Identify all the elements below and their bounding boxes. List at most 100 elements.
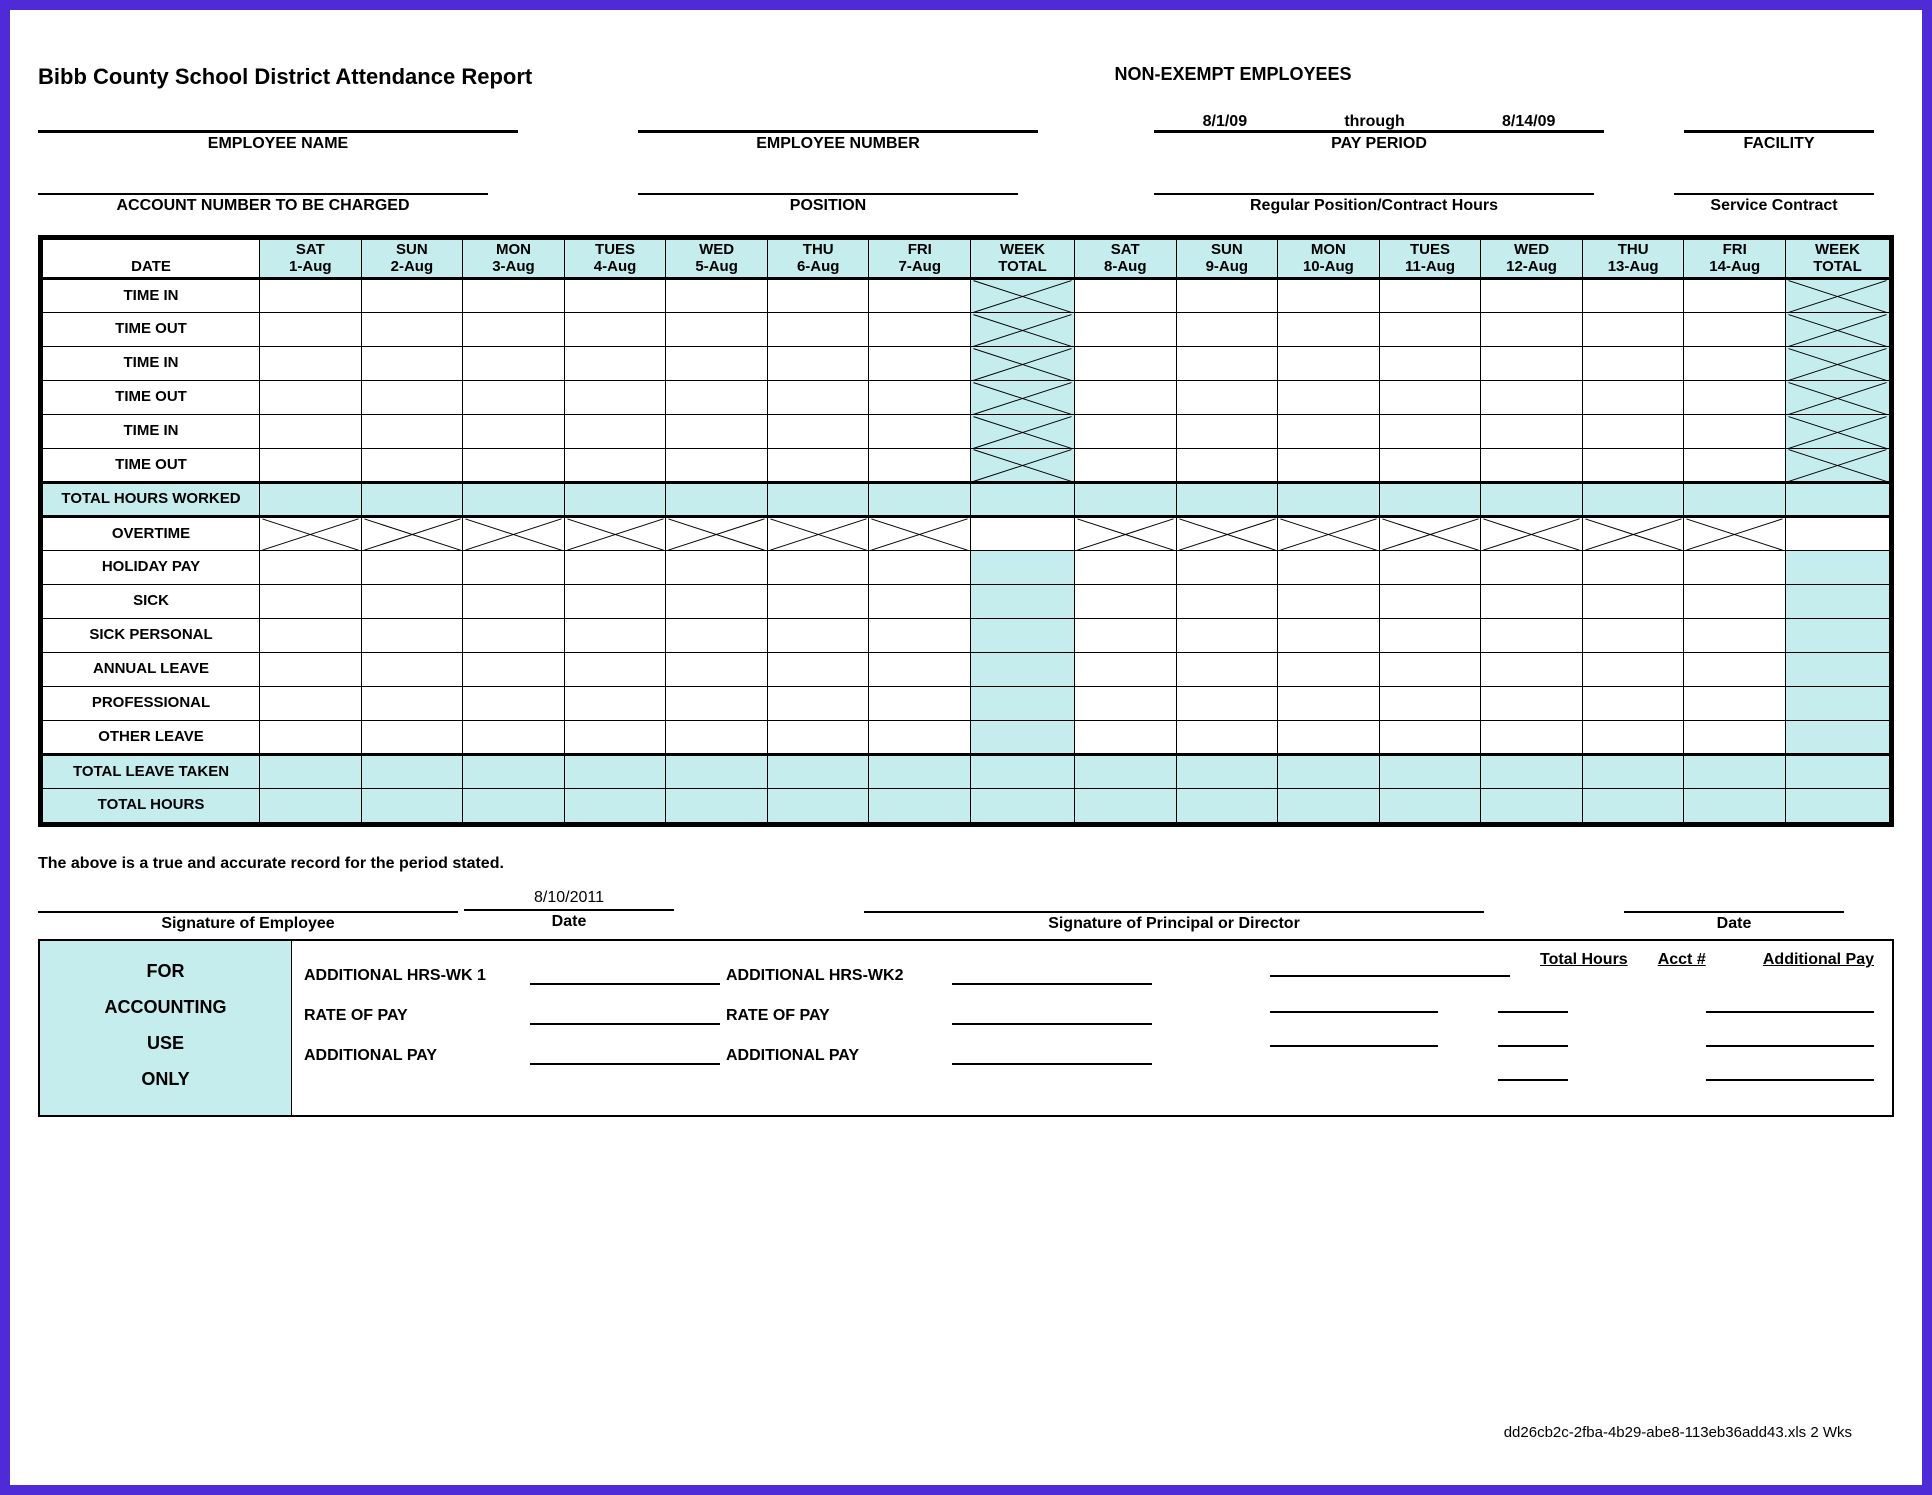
cell-day[interactable] — [1278, 415, 1380, 449]
line-r2c[interactable] — [1706, 987, 1874, 1013]
line-addpay-2[interactable] — [952, 1039, 1152, 1065]
cell-day[interactable] — [1278, 619, 1380, 653]
cell-day[interactable] — [463, 653, 565, 687]
cell-day[interactable] — [1684, 653, 1786, 687]
cell-day[interactable] — [564, 619, 666, 653]
cell-day[interactable] — [1074, 449, 1176, 483]
cell-day[interactable] — [767, 687, 869, 721]
cell-day[interactable] — [1176, 721, 1278, 755]
cell-day[interactable] — [666, 279, 768, 313]
cell-day[interactable] — [1481, 279, 1583, 313]
cell-day[interactable] — [1379, 653, 1481, 687]
cell-day[interactable] — [463, 619, 565, 653]
cell-day[interactable] — [1481, 721, 1583, 755]
cell-day[interactable] — [1074, 721, 1176, 755]
cell-day[interactable] — [361, 279, 463, 313]
cell-day[interactable] — [869, 721, 971, 755]
cell-day[interactable] — [361, 585, 463, 619]
cell-day[interactable] — [1582, 381, 1684, 415]
cell-day[interactable] — [767, 619, 869, 653]
cell-day[interactable] — [1582, 585, 1684, 619]
cell-day[interactable] — [869, 313, 971, 347]
line-r3b[interactable] — [1498, 1021, 1568, 1047]
cell-day[interactable] — [564, 449, 666, 483]
cell-day[interactable] — [1176, 279, 1278, 313]
cell-day[interactable] — [361, 449, 463, 483]
cell-day[interactable] — [1074, 313, 1176, 347]
cell-day[interactable] — [1481, 687, 1583, 721]
line-rate-1[interactable] — [530, 999, 720, 1025]
cell-day[interactable] — [1379, 551, 1481, 585]
cell-day[interactable] — [767, 721, 869, 755]
cell-day[interactable] — [564, 687, 666, 721]
cell-day[interactable] — [260, 347, 362, 381]
cell-day[interactable] — [1379, 415, 1481, 449]
cell-day[interactable] — [260, 517, 362, 551]
cell-day[interactable] — [1278, 449, 1380, 483]
cell-day[interactable] — [1379, 381, 1481, 415]
cell-day[interactable] — [564, 347, 666, 381]
cell-day[interactable] — [1176, 687, 1278, 721]
cell-day[interactable] — [1379, 449, 1481, 483]
cell-day[interactable] — [1074, 585, 1176, 619]
line-total-hours-top[interactable] — [1270, 951, 1510, 977]
cell-day[interactable] — [767, 653, 869, 687]
cell-day[interactable] — [564, 585, 666, 619]
cell-day[interactable] — [361, 313, 463, 347]
cell-day[interactable] — [361, 619, 463, 653]
cell-day[interactable] — [869, 653, 971, 687]
cell-day[interactable] — [463, 313, 565, 347]
cell-day[interactable] — [260, 653, 362, 687]
cell-day[interactable] — [564, 721, 666, 755]
cell-day[interactable] — [463, 347, 565, 381]
cell-day[interactable] — [1684, 687, 1786, 721]
cell-day[interactable] — [564, 551, 666, 585]
cell-day[interactable] — [463, 721, 565, 755]
cell-day[interactable] — [1582, 619, 1684, 653]
cell-day[interactable] — [666, 653, 768, 687]
cell-day[interactable] — [869, 619, 971, 653]
cell-day[interactable] — [869, 517, 971, 551]
cell-day[interactable] — [463, 415, 565, 449]
cell-day[interactable] — [1684, 279, 1786, 313]
cell-day[interactable] — [1379, 279, 1481, 313]
cell-day[interactable] — [1582, 313, 1684, 347]
cell-day[interactable] — [1684, 721, 1786, 755]
cell-day[interactable] — [1582, 415, 1684, 449]
cell-day[interactable] — [1684, 551, 1786, 585]
cell-day[interactable] — [564, 279, 666, 313]
cell-day[interactable] — [767, 381, 869, 415]
cell-day[interactable] — [463, 551, 565, 585]
cell-day[interactable] — [260, 381, 362, 415]
cell-day[interactable] — [260, 585, 362, 619]
cell-day[interactable] — [463, 279, 565, 313]
cell-day[interactable] — [1379, 347, 1481, 381]
cell-day[interactable] — [1582, 721, 1684, 755]
cell-day[interactable] — [463, 449, 565, 483]
cell-day[interactable] — [1074, 279, 1176, 313]
cell-day[interactable] — [1582, 347, 1684, 381]
cell-day[interactable] — [666, 415, 768, 449]
cell-day[interactable] — [361, 415, 463, 449]
cell-day[interactable] — [260, 313, 362, 347]
cell-day[interactable] — [666, 347, 768, 381]
cell-day[interactable] — [260, 551, 362, 585]
cell-day[interactable] — [1176, 415, 1278, 449]
cell-day[interactable] — [767, 313, 869, 347]
cell-day[interactable] — [1278, 347, 1380, 381]
cell-day[interactable] — [1379, 313, 1481, 347]
cell-day[interactable] — [1074, 687, 1176, 721]
cell-day[interactable] — [1684, 585, 1786, 619]
line-r2a[interactable] — [1270, 987, 1438, 1013]
cell-day[interactable] — [767, 347, 869, 381]
cell-day[interactable] — [463, 687, 565, 721]
line-r3c[interactable] — [1706, 1021, 1874, 1047]
cell-day[interactable] — [869, 381, 971, 415]
cell-day[interactable] — [666, 619, 768, 653]
cell-day[interactable] — [564, 415, 666, 449]
cell-day[interactable] — [1481, 415, 1583, 449]
cell-day[interactable] — [1074, 347, 1176, 381]
cell-day[interactable] — [1278, 517, 1380, 551]
cell-day[interactable] — [1582, 279, 1684, 313]
cell-day[interactable] — [1176, 653, 1278, 687]
